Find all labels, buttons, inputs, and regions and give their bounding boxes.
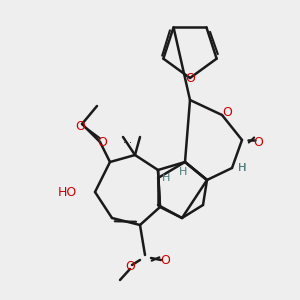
Text: O: O: [97, 136, 107, 148]
Text: O: O: [222, 106, 232, 118]
Text: O: O: [75, 119, 85, 133]
Text: H: H: [162, 173, 170, 183]
Text: O: O: [253, 136, 263, 148]
Text: H: H: [238, 163, 246, 173]
Text: O: O: [160, 254, 170, 266]
Text: HO: HO: [58, 185, 77, 199]
Text: H: H: [238, 163, 246, 173]
Text: O: O: [185, 71, 195, 85]
Text: H: H: [179, 167, 187, 177]
Text: O: O: [125, 260, 135, 274]
Text: ···: ···: [122, 138, 131, 148]
